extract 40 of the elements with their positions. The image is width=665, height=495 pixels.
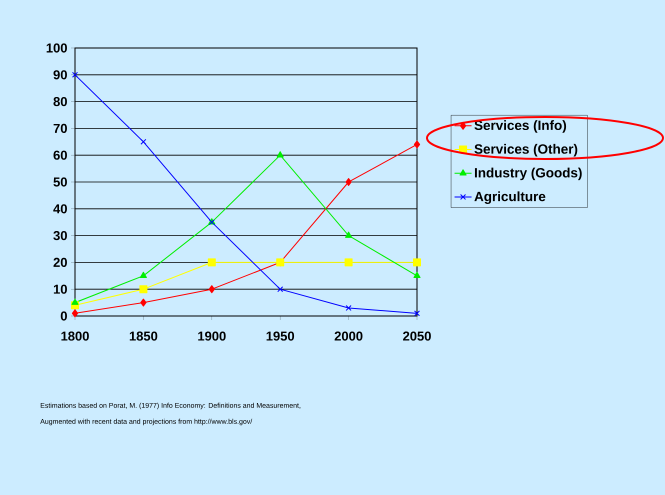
x-tick-label: 2050 [403, 332, 431, 341]
y-tick-label: 10 [54, 284, 67, 294]
point [413, 258, 421, 266]
legend-label: Services (Info) [474, 120, 566, 133]
legend-label: Services (Other) [474, 144, 578, 156]
x-tick-label: 1900 [198, 332, 226, 341]
y-tick-label: 100 [46, 43, 67, 53]
point [345, 232, 352, 238]
x-tick-label: 2000 [334, 332, 362, 341]
point [414, 310, 420, 316]
point [72, 72, 78, 78]
y-tick-label: 70 [54, 124, 67, 133]
y-tick-label: 60 [54, 150, 67, 160]
y-tick-label: 50 [53, 177, 67, 187]
point [71, 298, 79, 305]
point [208, 258, 216, 266]
y-tick-label: 40 [53, 204, 67, 214]
y-tick-label: 20 [54, 258, 67, 267]
y-tick-label: 90 [54, 70, 67, 80]
point [346, 304, 352, 311]
legend-label: Agriculture [474, 191, 546, 204]
legend-label: Industry (Goods) [474, 168, 582, 180]
point [140, 298, 147, 307]
x-tick-label: 1800 [61, 332, 89, 341]
y-tick-label: 0 [60, 311, 67, 321]
point [345, 178, 352, 186]
point [140, 272, 147, 278]
point [414, 140, 420, 148]
point [277, 286, 284, 292]
y-tick-label: 30 [53, 231, 67, 240]
x-tick-label: 1850 [130, 332, 158, 341]
point [140, 138, 146, 145]
point [72, 309, 78, 318]
y-tick-label: 80 [53, 97, 67, 106]
point [139, 285, 148, 294]
point [208, 285, 215, 294]
point [344, 258, 353, 266]
point [276, 151, 284, 158]
x-tick-label: 1950 [266, 332, 294, 341]
point [413, 272, 421, 278]
